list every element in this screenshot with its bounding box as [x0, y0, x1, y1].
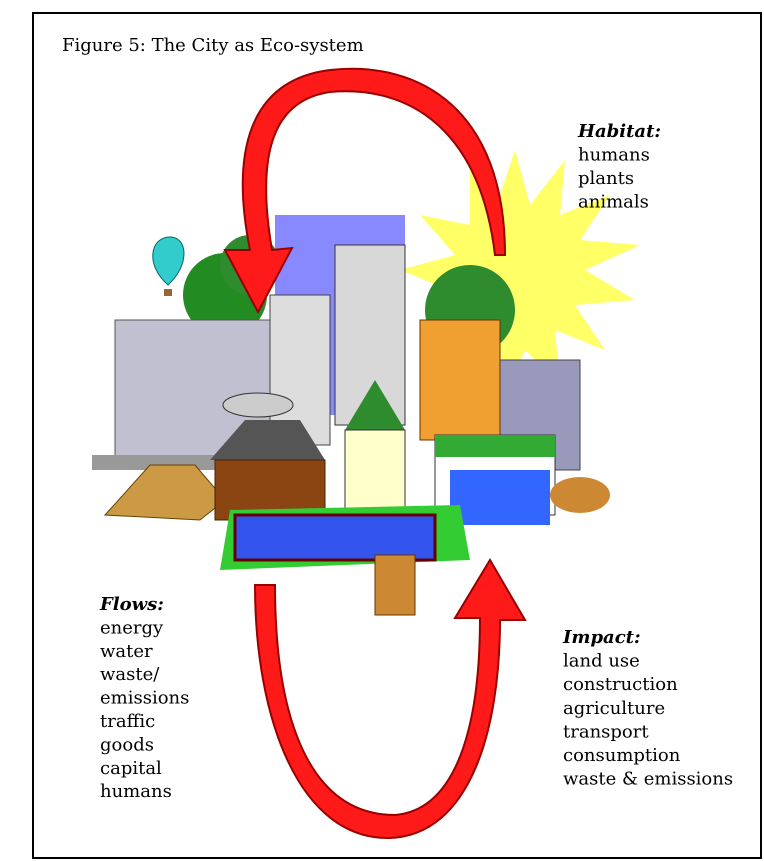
impact-item: agriculture — [563, 698, 665, 719]
flows-item: humans — [100, 781, 172, 802]
habitat-item: humans — [578, 145, 650, 166]
flows-item: capital — [100, 758, 162, 779]
impact-heading: Impact: — [562, 627, 641, 648]
impact-item: transport — [563, 721, 649, 742]
impact-item: consumption — [563, 745, 681, 766]
impact-item: land use — [563, 651, 640, 672]
flows-item: waste/ — [100, 664, 160, 685]
figure-title: Figure 5: The City as Eco-system — [62, 35, 364, 56]
flows-item: energy — [100, 617, 164, 638]
flows-item: goods — [100, 734, 154, 755]
impact-item: waste & emissions — [563, 769, 733, 790]
habitat-item: animals — [578, 192, 649, 213]
flows-item: emissions — [100, 688, 189, 709]
habitat-heading: Habitat: — [577, 121, 661, 142]
flows-item: traffic — [100, 711, 155, 732]
habitat-item: plants — [578, 168, 634, 189]
flows-item: water — [100, 641, 153, 662]
flows-heading: Flows: — [99, 594, 164, 615]
figure: Figure 5: The City as Eco-system — [0, 0, 764, 861]
impact-item: construction — [563, 674, 678, 695]
